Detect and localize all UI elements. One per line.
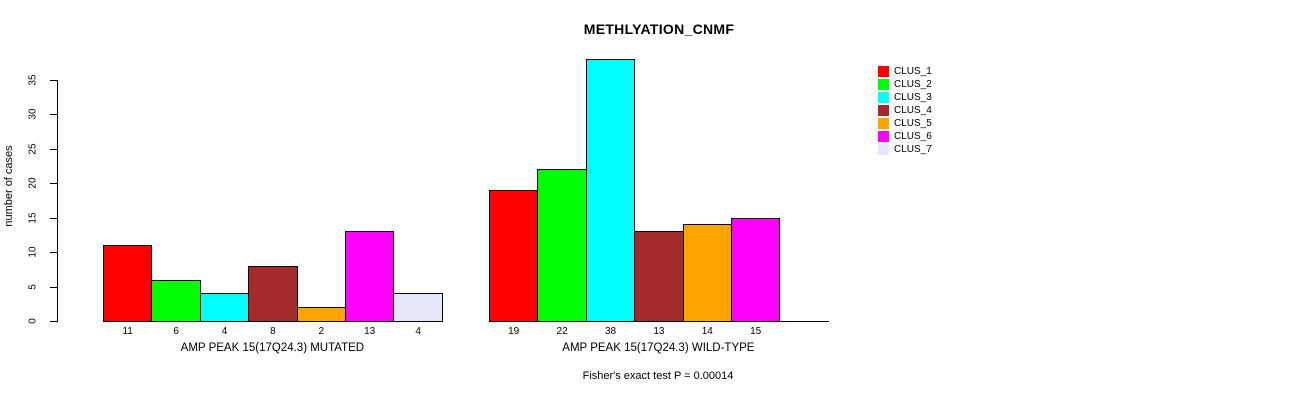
group-axis-label: AMP PEAK 15(17Q24.3) WILD-TYPE bbox=[562, 342, 755, 354]
legend-item-clus_3: CLUS_3 bbox=[878, 91, 932, 104]
bar-clus_4 bbox=[248, 265, 298, 322]
legend-label: CLUS_6 bbox=[894, 131, 932, 142]
legend-item-clus_4: CLUS_4 bbox=[878, 104, 932, 117]
zero-bar-clus_7 bbox=[779, 321, 829, 322]
legend-label: CLUS_3 bbox=[894, 92, 932, 103]
bar-clus_1 bbox=[103, 245, 153, 322]
bar-clus_2 bbox=[151, 279, 201, 322]
bar-clus_2 bbox=[537, 169, 587, 322]
y-axis-tick bbox=[50, 148, 57, 150]
legend-swatch-icon bbox=[878, 92, 889, 103]
bar-value-label: 2 bbox=[318, 326, 325, 337]
fisher-test-annotation: Fisher's exact test P = 0.00014 bbox=[582, 370, 734, 382]
y-axis-tick-label: 15 bbox=[27, 211, 39, 224]
legend-swatch-icon bbox=[878, 105, 889, 116]
bar-clus_1 bbox=[489, 189, 539, 322]
legend-item-clus_5: CLUS_5 bbox=[878, 117, 932, 130]
legend-item-clus_6: CLUS_6 bbox=[878, 130, 932, 143]
legend-swatch-icon bbox=[878, 79, 889, 90]
legend-label: CLUS_7 bbox=[894, 144, 932, 155]
legend-label: CLUS_2 bbox=[894, 79, 932, 90]
y-axis-tick bbox=[50, 252, 57, 253]
bar-value-label: 11 bbox=[122, 326, 133, 337]
y-axis-line bbox=[57, 79, 58, 322]
bar-clus_5 bbox=[296, 307, 346, 322]
bar-value-label: 13 bbox=[653, 326, 665, 337]
legend-label: CLUS_4 bbox=[894, 105, 932, 116]
group-axis-label: AMP PEAK 15(17Q24.3) MUTATED bbox=[180, 342, 365, 354]
legend-swatch-icon bbox=[878, 118, 889, 129]
y-axis-tick-label: 25 bbox=[27, 142, 39, 155]
y-axis-tick-label: 20 bbox=[27, 177, 39, 189]
bar-clus_4 bbox=[634, 231, 684, 322]
bar-value-label: 13 bbox=[364, 326, 376, 337]
bar-value-label: 4 bbox=[221, 326, 228, 337]
y-axis-tick-label: 35 bbox=[27, 73, 39, 86]
bar-value-label: 4 bbox=[415, 326, 421, 337]
bar-value-label: 15 bbox=[750, 326, 762, 337]
y-axis-label: number of cases bbox=[3, 145, 15, 227]
legend-label: CLUS_1 bbox=[894, 66, 932, 77]
y-axis-tick bbox=[50, 286, 57, 288]
y-axis-tick bbox=[50, 321, 57, 322]
bar-clus_6 bbox=[345, 231, 395, 322]
y-axis-tick bbox=[50, 114, 57, 115]
legend-swatch-icon bbox=[878, 66, 889, 77]
bar-value-label: 22 bbox=[556, 326, 568, 337]
legend: CLUS_1 CLUS_2 CLUS_3 CLUS_4 CLUS_5 CLUS_6 CLUS… bbox=[878, 65, 932, 156]
chart-title: METHLYATION_CNMF bbox=[583, 21, 735, 37]
legend-item-clus_7: CLUS_7 bbox=[878, 143, 932, 156]
bar-clus_7 bbox=[393, 293, 443, 322]
legend-item-clus_1: CLUS_1 bbox=[878, 65, 932, 78]
legend-swatch-icon bbox=[878, 131, 889, 142]
y-axis-tick-label: 10 bbox=[27, 246, 39, 258]
bar-clus_5 bbox=[682, 224, 732, 322]
bar-clus_3 bbox=[199, 293, 250, 322]
bar-value-label: 8 bbox=[270, 326, 276, 337]
legend-swatch-icon bbox=[878, 144, 889, 155]
bar-value-label: 14 bbox=[701, 326, 713, 337]
bar-clus_6 bbox=[731, 217, 781, 322]
y-axis-tick bbox=[50, 183, 57, 184]
legend-label: CLUS_5 bbox=[894, 118, 932, 129]
bar-value-label: 19 bbox=[508, 326, 520, 337]
y-axis-tick bbox=[50, 79, 57, 81]
legend-item-clus_2: CLUS_2 bbox=[878, 78, 932, 91]
y-axis-tick-label: 0 bbox=[27, 318, 39, 324]
bar-value-label: 6 bbox=[173, 326, 179, 337]
y-axis-tick bbox=[50, 217, 57, 219]
bar-clus_3 bbox=[585, 58, 636, 322]
y-axis-tick-label: 30 bbox=[27, 108, 39, 120]
bar-value-label: 38 bbox=[604, 326, 617, 337]
y-axis-tick-label: 5 bbox=[27, 283, 39, 290]
